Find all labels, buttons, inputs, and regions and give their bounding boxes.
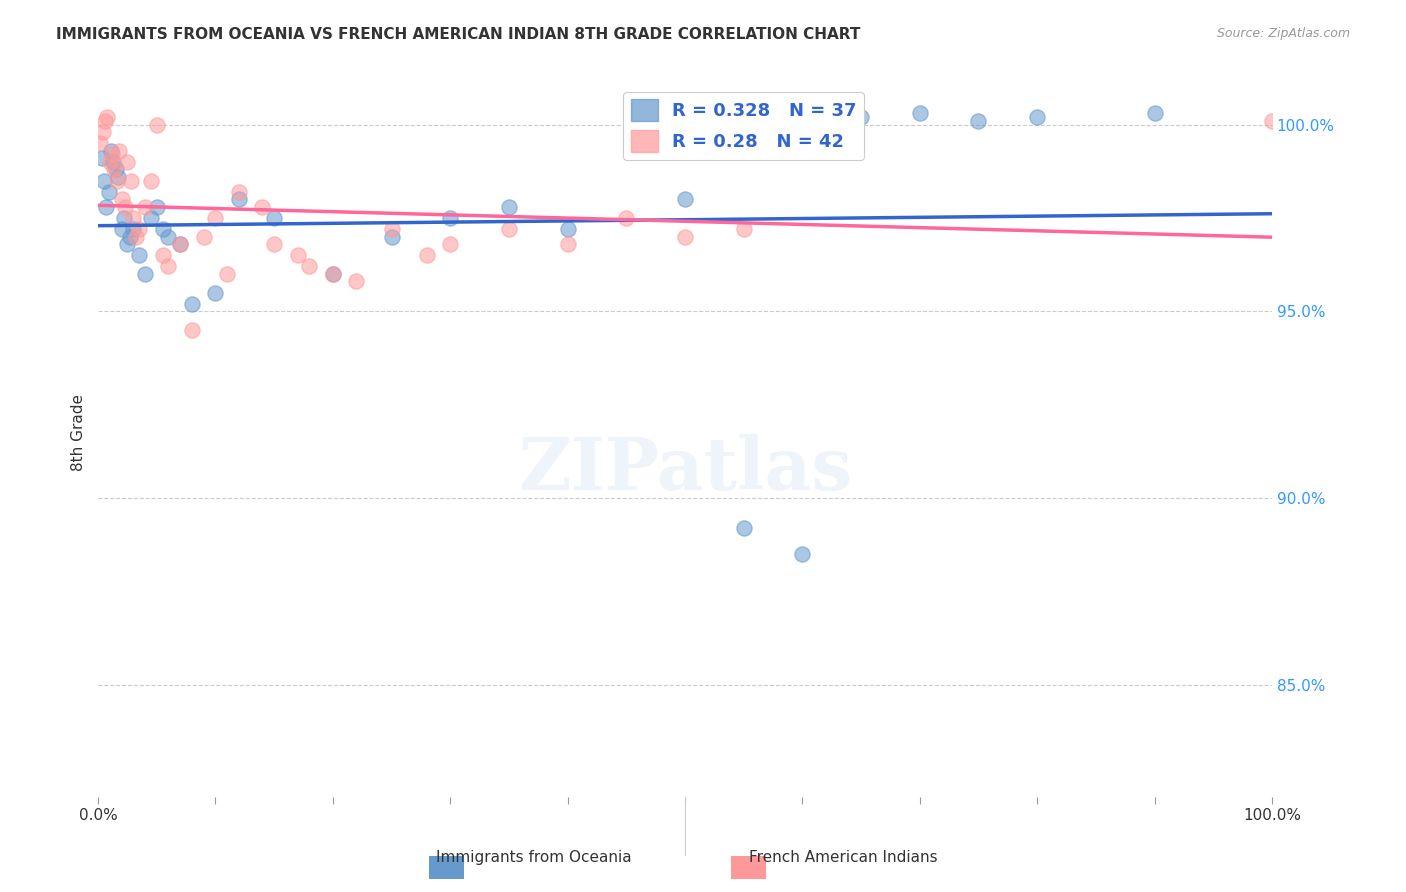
Point [217, 267, 239, 281]
Point [89, 136, 111, 151]
Point [103, 162, 125, 177]
Point [122, 222, 145, 236]
Point [498, 200, 520, 214]
Point [169, 237, 191, 252]
Y-axis label: 8th Grade: 8th Grade [72, 394, 86, 471]
Point [439, 237, 461, 252]
Point [157, 260, 180, 274]
Point [118, 229, 141, 244]
Point [298, 260, 321, 274]
Point [96, 200, 118, 214]
Legend: R = 0.328   N = 37, R = 0.28   N = 42: R = 0.328 N = 37, R = 0.28 N = 42 [623, 92, 863, 160]
Point [157, 229, 180, 244]
Point [287, 248, 309, 262]
Point [94, 113, 117, 128]
Point [103, 154, 125, 169]
Point [1261, 113, 1284, 128]
Point [145, 200, 167, 214]
Point [1143, 106, 1166, 120]
Point [380, 229, 402, 244]
Point [122, 211, 145, 225]
Point [849, 110, 872, 124]
Point [117, 154, 139, 169]
Point [107, 169, 129, 184]
Point [98, 154, 121, 169]
Point [104, 162, 127, 177]
Point [100, 144, 122, 158]
Point [792, 547, 814, 561]
Text: Source: ZipAtlas.com: Source: ZipAtlas.com [1216, 27, 1350, 40]
Point [181, 297, 204, 311]
Point [117, 237, 139, 252]
Point [228, 192, 250, 206]
Point [108, 144, 131, 158]
Point [1026, 110, 1049, 124]
Point [673, 229, 696, 244]
Point [263, 237, 285, 252]
Point [124, 229, 146, 244]
Point [128, 248, 150, 262]
Point [169, 237, 191, 252]
Point [252, 200, 274, 214]
Point [96, 110, 118, 124]
Point [908, 106, 931, 120]
Point [97, 185, 120, 199]
Point [90, 151, 112, 165]
Point [344, 274, 367, 288]
Point [204, 285, 226, 300]
Point [673, 192, 696, 206]
Point [733, 521, 755, 535]
Point [152, 222, 174, 236]
Text: ZIPatlas: ZIPatlas [517, 434, 852, 505]
Point [181, 323, 204, 337]
Point [105, 173, 128, 187]
Point [120, 173, 142, 187]
Point [93, 173, 115, 187]
Text: Immigrants from Oceania: Immigrants from Oceania [436, 850, 633, 865]
Point [228, 185, 250, 199]
Point [114, 200, 136, 214]
Point [439, 211, 461, 225]
Point [263, 211, 285, 225]
Point [152, 248, 174, 262]
Point [139, 211, 162, 225]
Point [204, 211, 226, 225]
Point [134, 267, 156, 281]
Point [380, 222, 402, 236]
Point [322, 267, 344, 281]
Point [416, 248, 439, 262]
Point [193, 229, 215, 244]
Point [733, 222, 755, 236]
Point [101, 147, 124, 161]
Point [134, 200, 156, 214]
Point [91, 125, 114, 139]
Point [322, 267, 344, 281]
Point [145, 118, 167, 132]
Point [498, 222, 520, 236]
Point [967, 113, 990, 128]
Point [557, 222, 579, 236]
Point [110, 192, 132, 206]
Point [128, 222, 150, 236]
Text: IMMIGRANTS FROM OCEANIA VS FRENCH AMERICAN INDIAN 8TH GRADE CORRELATION CHART: IMMIGRANTS FROM OCEANIA VS FRENCH AMERIC… [56, 27, 860, 42]
Point [139, 173, 162, 187]
Point [557, 237, 579, 252]
Point [110, 222, 132, 236]
Text: French American Indians: French American Indians [749, 850, 938, 865]
Point [112, 211, 135, 225]
Point [614, 211, 637, 225]
